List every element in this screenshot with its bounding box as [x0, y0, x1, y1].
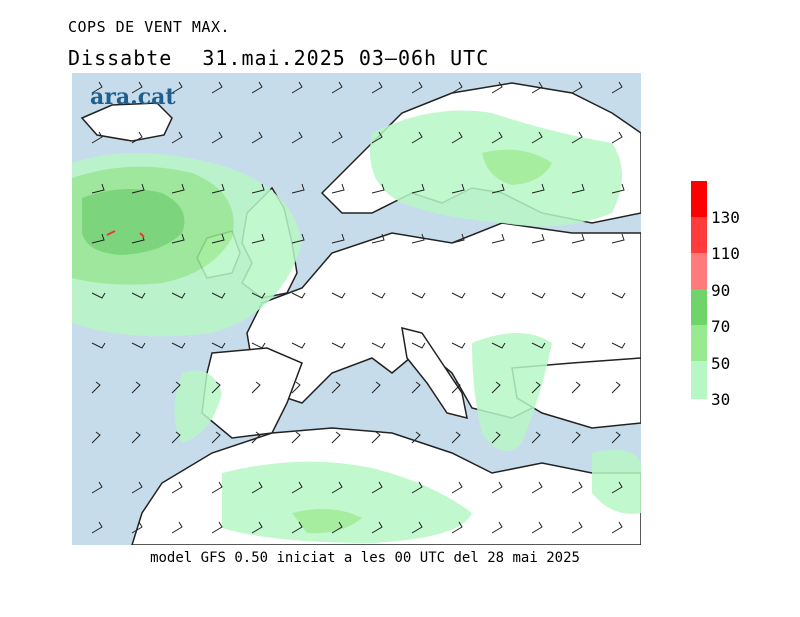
wind-area-30-iberia — [174, 370, 222, 443]
ara-cat-logo: ara.cat — [90, 84, 176, 110]
color-legend — [691, 181, 707, 399]
model-footer: model GFS 0.50 iniciat a les 00 UTC del … — [150, 550, 580, 566]
legend-label-130: 130 — [711, 208, 740, 227]
wind-area-50-baltic — [482, 149, 552, 185]
map-title: Dissabte 31.mai.2025 03–06h UTC — [68, 46, 519, 70]
wind-area-30-east — [592, 449, 641, 514]
max-gust-markers — [106, 230, 145, 238]
legend-swatch-30 — [691, 361, 707, 399]
legend-swatch-50 — [691, 325, 707, 361]
legend-swatch-70 — [691, 289, 707, 325]
legend-swatch-90 — [691, 253, 707, 289]
legend-swatch-130 — [691, 181, 707, 217]
wind-gust-fields — [72, 110, 641, 543]
legend-label-110: 110 — [711, 244, 740, 263]
wind-area-30-greece — [472, 333, 552, 451]
legend-label-90: 90 — [711, 281, 731, 300]
wind-area-30-sahara — [222, 461, 472, 543]
wind-area-70-atlantic — [82, 189, 185, 255]
legend-swatch-110 — [691, 217, 707, 253]
wind-gust-map — [72, 73, 641, 545]
map-subtitle: COPS DE VENT MAX. — [68, 18, 231, 36]
wind-barbs — [91, 81, 626, 534]
legend-label-70: 70 — [711, 317, 731, 336]
date-time-label: 31.mai.2025 03–06h UTC — [202, 46, 490, 70]
day-label: Dissabte — [68, 46, 173, 70]
legend-label-30: 30 — [711, 390, 731, 409]
legend-label-50: 50 — [711, 354, 731, 373]
wind-area-50-sahara — [292, 509, 362, 534]
